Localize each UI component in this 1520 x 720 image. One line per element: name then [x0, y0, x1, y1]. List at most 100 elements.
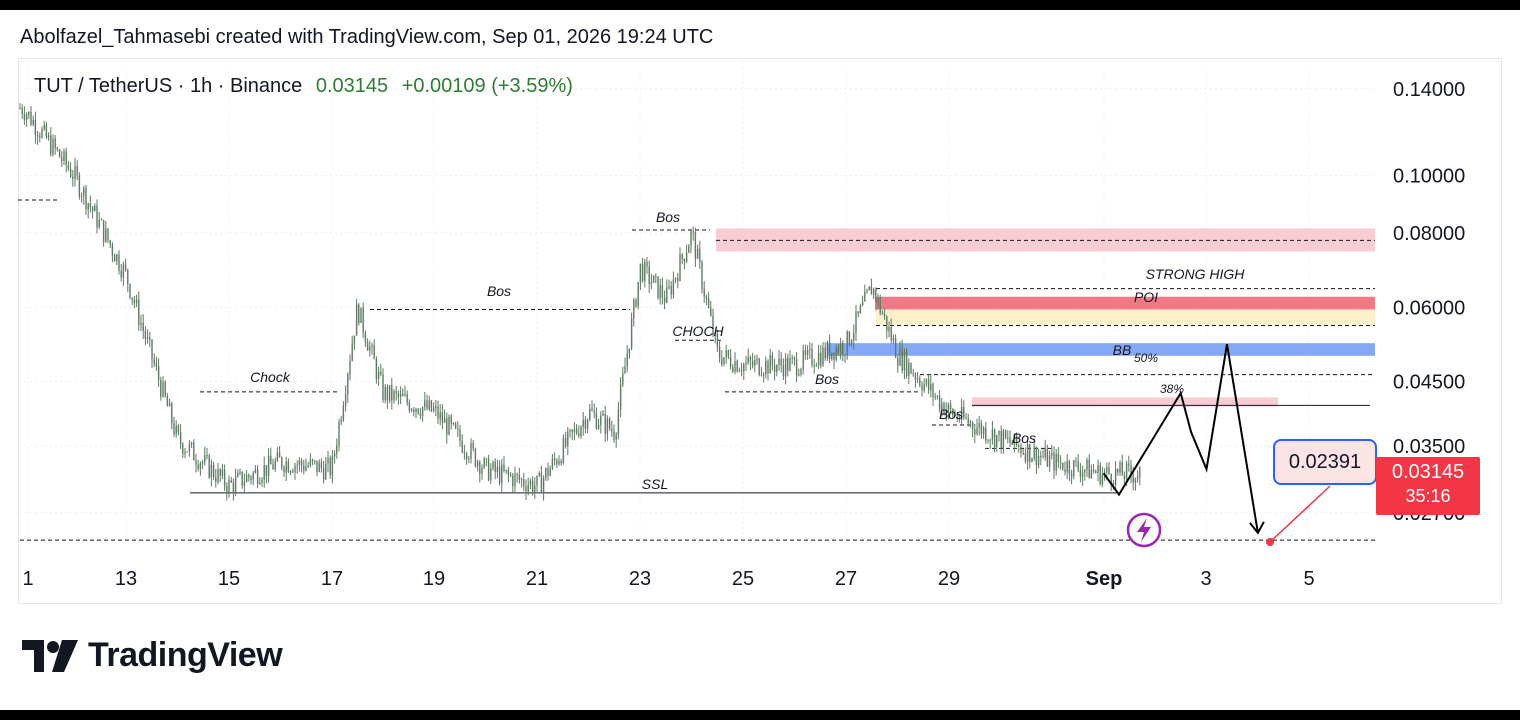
candle	[732, 367, 734, 372]
candle	[714, 333, 716, 335]
chart-annotations: Bos Bos Chock CHOCH Bos Bos Bos SSL STRONG HIGH P…	[250, 209, 1245, 492]
candle	[232, 482, 235, 493]
candle	[340, 419, 342, 422]
candle	[388, 385, 391, 401]
candle	[971, 422, 974, 430]
candle	[527, 485, 529, 492]
candle	[1097, 464, 1099, 473]
candle	[140, 322, 142, 325]
candle	[19, 108, 21, 110]
candle	[122, 264, 125, 278]
candle	[1090, 469, 1093, 479]
candle	[745, 362, 747, 365]
candle	[96, 205, 98, 228]
candle	[780, 358, 782, 366]
candle	[63, 151, 65, 161]
candle	[754, 360, 756, 366]
candle	[580, 426, 582, 436]
candle	[446, 418, 448, 435]
candle	[1013, 433, 1016, 446]
candle	[622, 373, 624, 385]
candle	[692, 231, 694, 233]
candle	[496, 466, 499, 472]
candle	[1084, 469, 1086, 473]
candle	[1132, 474, 1134, 483]
candle	[613, 431, 615, 440]
candle	[72, 176, 74, 179]
candle	[993, 429, 996, 447]
candle	[936, 395, 939, 397]
candle	[835, 347, 837, 361]
candle	[373, 345, 375, 360]
candle	[1026, 444, 1029, 462]
candle	[1059, 462, 1062, 464]
candle	[430, 400, 433, 411]
candle	[421, 407, 424, 417]
candle	[274, 460, 276, 470]
candle	[611, 428, 613, 432]
candle	[771, 354, 774, 366]
candle	[349, 360, 351, 375]
candle	[762, 374, 765, 376]
candle	[710, 307, 712, 316]
candle	[685, 252, 688, 262]
candle	[201, 462, 204, 464]
top-black-bar	[0, 0, 1520, 10]
candle	[369, 346, 371, 351]
candle	[549, 467, 551, 476]
annotation-label-8: STRONG HIGH	[1146, 266, 1246, 282]
candle	[131, 297, 133, 300]
candle	[307, 465, 309, 467]
candle	[1095, 471, 1097, 473]
candle	[261, 479, 263, 483]
candle	[1053, 452, 1055, 471]
candle	[47, 135, 50, 138]
candle	[793, 357, 796, 360]
candle	[1106, 467, 1108, 472]
annotation-label-2: Chock	[250, 369, 291, 385]
candle	[336, 445, 338, 454]
candle	[956, 414, 958, 419]
candle	[270, 455, 272, 465]
candle	[457, 428, 459, 430]
candle	[677, 278, 679, 281]
candle	[584, 419, 587, 429]
candle	[749, 357, 752, 362]
candle	[593, 410, 595, 413]
candle	[945, 410, 947, 415]
candle	[1062, 462, 1064, 470]
candle	[773, 365, 776, 373]
candle	[276, 452, 279, 461]
candle	[547, 468, 549, 476]
candle	[362, 307, 364, 333]
candle	[204, 455, 206, 463]
candle	[875, 288, 877, 302]
candle	[245, 474, 248, 483]
candle	[318, 462, 320, 473]
candle	[399, 393, 402, 398]
candle	[602, 413, 604, 416]
candle	[747, 357, 749, 363]
candle	[815, 365, 818, 367]
candle	[208, 455, 210, 478]
candle	[149, 337, 151, 340]
candle	[153, 359, 155, 364]
candle	[604, 413, 606, 434]
candle	[657, 276, 659, 299]
candle	[582, 419, 584, 427]
candle	[1035, 447, 1038, 466]
candle	[1011, 443, 1013, 446]
candle	[393, 391, 395, 401]
candle	[228, 480, 230, 493]
candle	[591, 408, 593, 411]
candle	[734, 360, 736, 372]
candle	[589, 408, 591, 420]
candle	[912, 373, 914, 375]
candle	[758, 358, 760, 375]
candle	[281, 457, 283, 468]
candle	[980, 423, 983, 435]
candle	[454, 423, 457, 429]
candle	[503, 464, 505, 471]
candle	[327, 458, 329, 464]
